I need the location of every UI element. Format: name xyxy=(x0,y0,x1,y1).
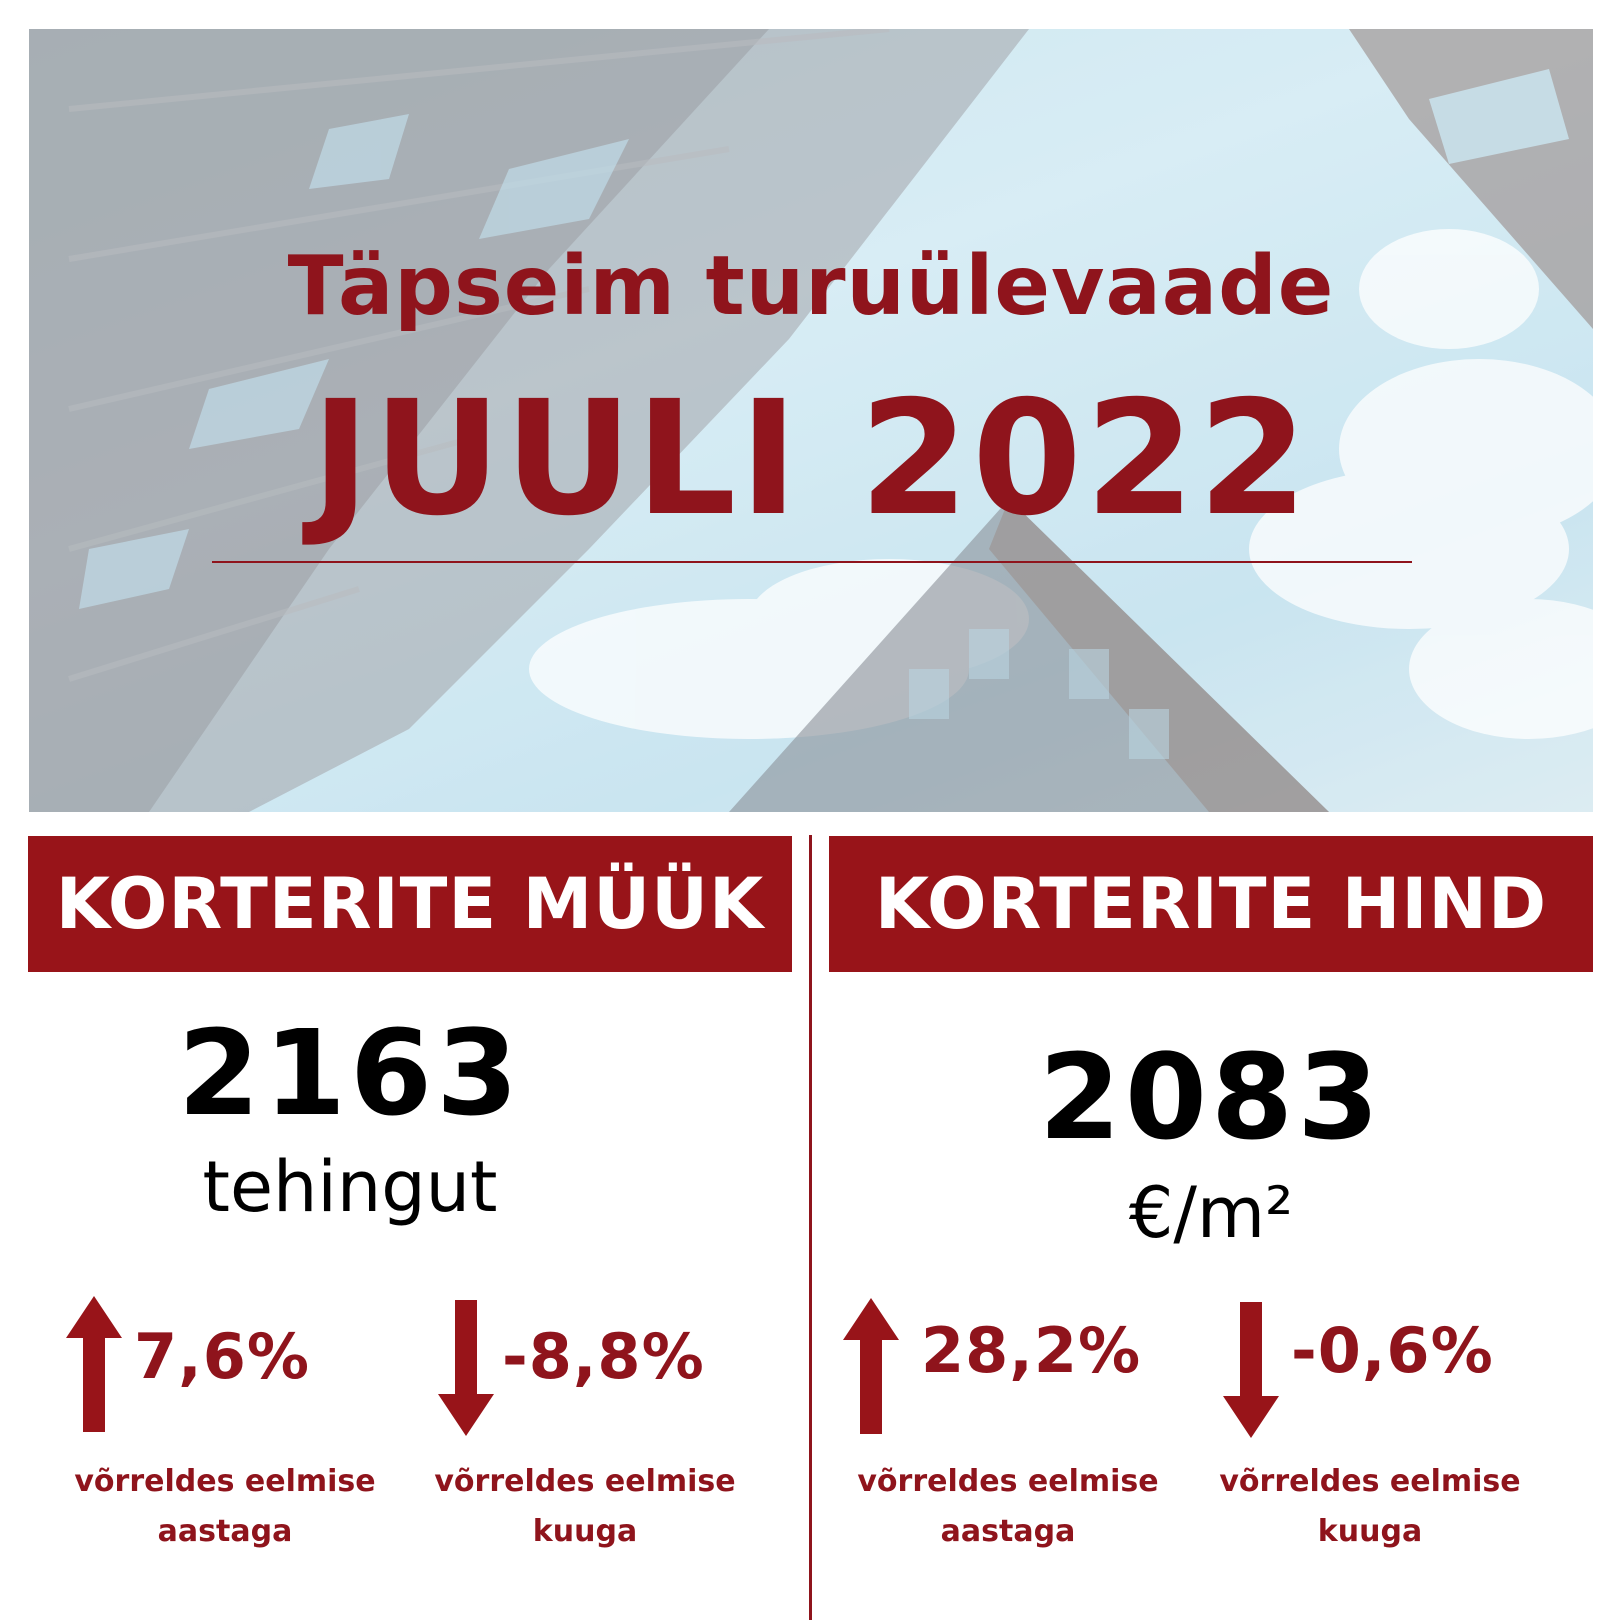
stat-caption-line1: võrreldes eelmise xyxy=(74,1464,376,1499)
stat-caption-line1: võrreldes eelmise xyxy=(857,1464,1159,1499)
panel-header: KORTERITE HIND xyxy=(829,836,1593,972)
stat-value: -8,8% xyxy=(502,1320,705,1393)
stat-caption-line2: kuuga xyxy=(1317,1514,1423,1549)
stat-value: 28,2% xyxy=(921,1314,1142,1387)
stat-caption-line2: kuuga xyxy=(532,1514,638,1549)
arrow-up-icon xyxy=(66,1296,122,1432)
price-value: 2083 xyxy=(1038,1028,1384,1166)
price-panel: KORTERITE HIND 2083 €/m² 28,2% võrreldes… xyxy=(829,836,1593,1620)
stat-year: 7,6% võrreldes eelmise aastaga xyxy=(60,1296,390,1556)
stat-caption-line1: võrreldes eelmise xyxy=(1219,1464,1521,1499)
stat-caption-line2: aastaga xyxy=(157,1514,293,1549)
price-unit: €/m² xyxy=(1128,1172,1294,1254)
stat-month: -0,6% võrreldes eelmise kuuga xyxy=(1205,1298,1535,1558)
stat-value: 7,6% xyxy=(134,1320,310,1393)
hero-banner: Täpseim turuülevaade JUULI 2022 xyxy=(29,29,1593,812)
stat-year: 28,2% võrreldes eelmise aastaga xyxy=(843,1298,1173,1558)
hero-divider-line xyxy=(212,561,1412,563)
panel-header: KORTERITE MÜÜK xyxy=(28,836,792,972)
sales-value: 2163 xyxy=(177,1004,523,1142)
hero-title: Täpseim turuülevaade xyxy=(287,239,1335,334)
panel-divider xyxy=(809,835,812,1620)
arrow-up-icon xyxy=(843,1298,899,1434)
stat-caption-line1: võrreldes eelmise xyxy=(434,1464,736,1499)
stat-caption-line2: aastaga xyxy=(940,1514,1076,1549)
stat-month: -8,8% võrreldes eelmise kuuga xyxy=(420,1296,750,1556)
hero-month: JUULI 2022 xyxy=(311,367,1311,551)
sales-unit: tehingut xyxy=(202,1146,498,1228)
sales-panel: KORTERITE MÜÜK 2163 tehingut 7,6% võrrel… xyxy=(28,836,792,1620)
arrow-down-icon xyxy=(438,1300,494,1436)
buildings-background-image xyxy=(29,29,1593,812)
stat-value: -0,6% xyxy=(1291,1314,1494,1387)
arrow-down-icon xyxy=(1223,1302,1279,1438)
